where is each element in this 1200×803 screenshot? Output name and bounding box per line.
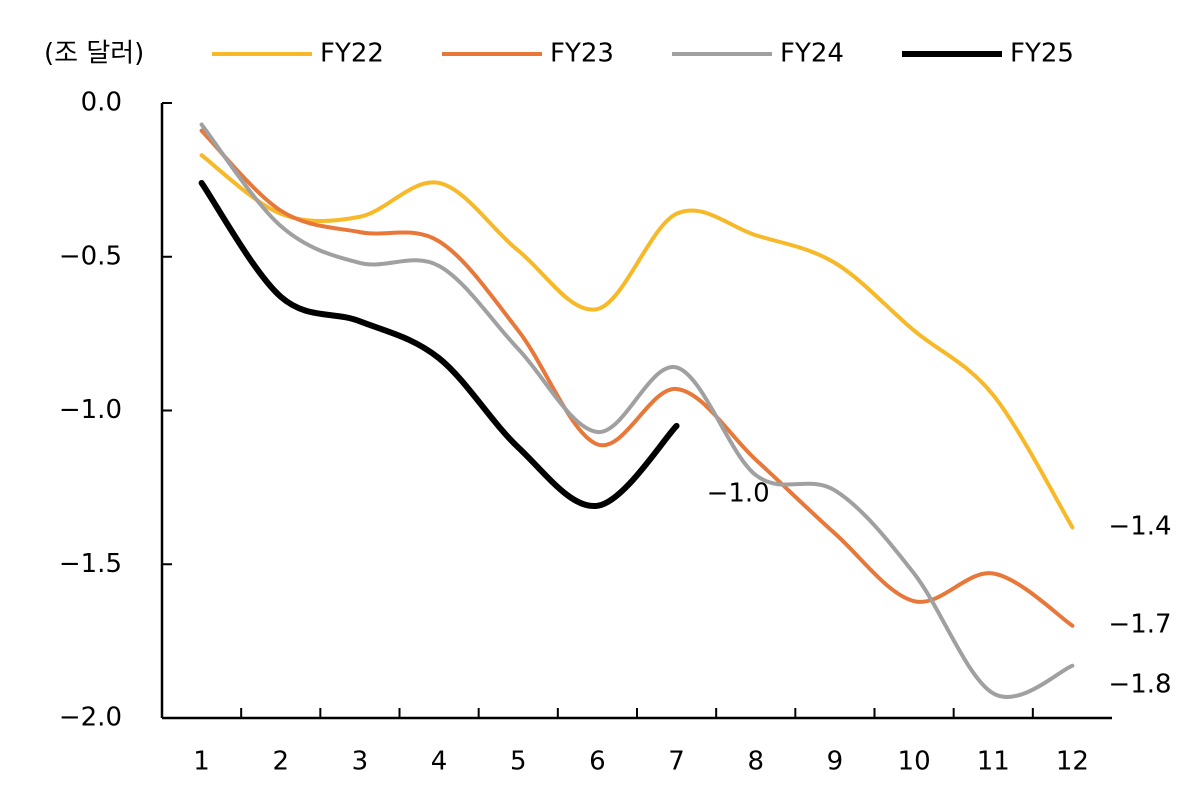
line <box>199 128 1075 628</box>
y-tick-label: −1.5 <box>59 549 122 579</box>
legend-label: FY22 <box>320 39 384 69</box>
line <box>198 179 680 509</box>
x-tick-label: 1 <box>193 747 210 777</box>
y-tick-label: −0.5 <box>59 241 122 271</box>
x-tick-label: 3 <box>352 747 369 777</box>
x-tick-label: 5 <box>510 747 527 777</box>
data-label: −1.7 <box>1108 610 1171 640</box>
y-tick-label: −2.0 <box>59 703 122 733</box>
x-tick-label: 9 <box>827 747 844 777</box>
y-tick-label: 0.0 <box>81 88 122 118</box>
x-tick-label: 12 <box>1056 747 1089 777</box>
data-label: −1.8 <box>1108 670 1171 700</box>
x-tick-label: 10 <box>898 747 931 777</box>
legend-label: FY23 <box>550 39 614 69</box>
x-tick-label: 6 <box>589 747 606 777</box>
x-tick-label: 4 <box>431 747 448 777</box>
x-tick-label: 8 <box>747 747 764 777</box>
legend-label: FY25 <box>1010 39 1074 69</box>
x-tick-label: 7 <box>668 747 685 777</box>
data-label: −1.4 <box>1108 512 1171 542</box>
legend-label: FY24 <box>780 39 844 69</box>
unit-label: (조 달러) <box>44 39 144 69</box>
y-tick-label: −1.0 <box>59 395 122 425</box>
x-tick-label: 11 <box>977 747 1010 777</box>
line <box>199 153 1075 530</box>
x-tick-label: 2 <box>272 747 289 777</box>
data-label: −1.0 <box>707 478 770 508</box>
line <box>199 122 1075 699</box>
